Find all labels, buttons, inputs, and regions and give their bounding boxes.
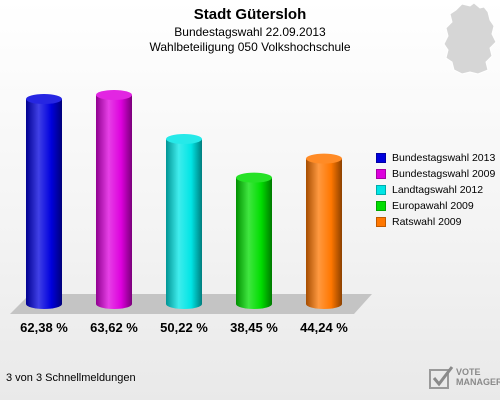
- data-label: 50,22 %: [160, 320, 208, 335]
- vote-manager-logo: VOTE MANAGER: [428, 364, 500, 390]
- data-label: 62,38 %: [20, 320, 68, 335]
- chart-subtitle-secondary: Wahlbeteiligung 050 Volkshochschule: [149, 40, 351, 54]
- data-label: 63,62 %: [90, 320, 138, 335]
- legend-swatch: [376, 152, 386, 163]
- logo-line-2: MANAGER: [456, 377, 500, 387]
- bar-3: [166, 138, 202, 309]
- bar-cap-2: [96, 89, 132, 100]
- data-label: 44,24 %: [300, 320, 348, 335]
- legend-entry: Bundestagswahl 2009: [376, 166, 495, 181]
- chart-subtitle: Bundestagswahl 22.09.2013: [174, 25, 326, 39]
- bar-4: [236, 177, 272, 309]
- legend-swatch: [376, 184, 386, 195]
- bar-cap-4: [236, 172, 272, 183]
- legend-swatch: [376, 200, 386, 211]
- legend-entry: Landtagswahl 2012: [376, 182, 495, 197]
- germany-map-icon: [443, 2, 497, 75]
- legend-entry: Ratswahl 2009: [376, 214, 495, 229]
- legend-entry: Europawahl 2009: [376, 198, 495, 213]
- check-mark-icon: [429, 366, 454, 389]
- page-title: Stadt Gütersloh: [193, 6, 307, 23]
- chart-legend: Bundestagswahl 2013 Bundestagswahl 2009 La…: [376, 150, 495, 230]
- footnote: 3 von 3 Schnellmeldungen: [6, 372, 136, 384]
- bar-cap-1: [26, 94, 62, 105]
- logo-line-1: VOTE: [456, 367, 481, 377]
- legend-label: Europawahl 2009: [392, 199, 474, 212]
- bar-2: [96, 94, 132, 309]
- legend-label: Ratswahl 2009: [392, 215, 462, 228]
- legend-label: Bundestagswahl 2009: [392, 167, 496, 180]
- legend-entry: Bundestagswahl 2013: [376, 150, 495, 165]
- legend-label: Landtagswahl 2012: [392, 183, 484, 196]
- bar-cap-5: [306, 153, 342, 164]
- legend-label: Bundestagswahl 2013: [392, 151, 496, 164]
- data-label: 38,45 %: [230, 320, 278, 335]
- bar-cap-3: [166, 133, 202, 144]
- legend-swatch: [376, 216, 386, 227]
- bar-5: [306, 158, 342, 309]
- bar-1: [26, 99, 62, 309]
- legend-swatch: [376, 168, 386, 179]
